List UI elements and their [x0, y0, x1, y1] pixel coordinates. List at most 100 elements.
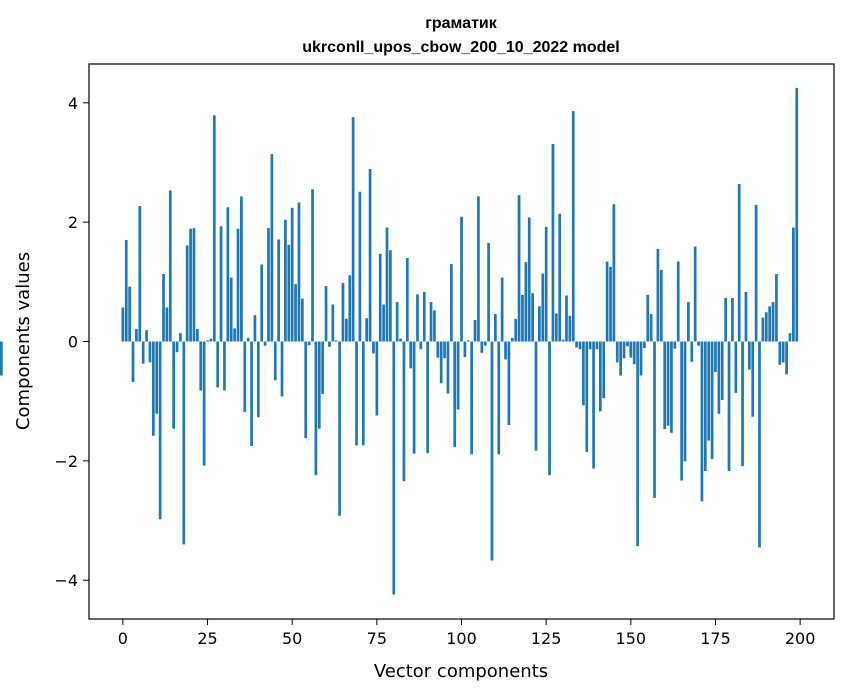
bar — [497, 341, 501, 455]
y-axis-label: Components values — [13, 252, 34, 430]
bar — [636, 341, 639, 547]
bar — [582, 341, 585, 406]
bar — [121, 307, 125, 342]
y-tick-label: −2 — [54, 452, 78, 471]
bar — [717, 341, 721, 414]
bar — [399, 338, 402, 342]
bar — [741, 341, 744, 467]
bar — [527, 217, 531, 342]
bar — [263, 341, 267, 346]
bar — [192, 228, 196, 342]
bar — [524, 262, 528, 342]
bar — [605, 261, 609, 342]
bar — [311, 189, 314, 342]
bar — [270, 154, 274, 342]
bar — [433, 310, 436, 342]
bar — [792, 227, 795, 342]
x-tick-label: 200 — [785, 629, 816, 648]
bar — [548, 341, 551, 476]
bar — [477, 196, 480, 342]
bar — [632, 341, 636, 365]
bar — [162, 274, 165, 342]
bar — [687, 302, 690, 342]
bar — [595, 341, 599, 350]
bar — [663, 341, 667, 430]
bar — [517, 195, 521, 342]
bar — [561, 339, 565, 342]
bar — [246, 337, 250, 342]
bar — [409, 341, 413, 369]
bar — [314, 341, 318, 476]
bar — [619, 341, 623, 376]
x-axis-label: Vector components — [374, 661, 548, 682]
y-tick-label: 0 — [68, 333, 78, 352]
y-axis-ticks: 4 2 0 −2 −4 — [54, 94, 89, 590]
bar — [551, 143, 555, 342]
bar — [622, 341, 626, 359]
bar — [145, 330, 148, 342]
bar — [693, 246, 697, 342]
bar — [355, 341, 358, 446]
bar — [639, 341, 643, 376]
bar — [358, 191, 362, 342]
bar — [135, 328, 138, 342]
bar — [297, 202, 301, 342]
bar — [243, 341, 247, 412]
bar — [575, 341, 578, 348]
bar — [334, 340, 338, 342]
bar — [321, 341, 325, 395]
x-tick-label: 25 — [197, 629, 217, 648]
bar — [670, 341, 673, 433]
bar — [724, 297, 727, 342]
bar — [416, 294, 419, 342]
bar — [324, 286, 328, 342]
bar — [128, 286, 131, 342]
bar — [592, 341, 595, 469]
bar — [727, 341, 731, 471]
bar — [646, 294, 650, 342]
bar — [737, 183, 741, 342]
y-tick-label: 2 — [68, 213, 78, 232]
bar — [395, 302, 399, 342]
bar — [653, 341, 656, 498]
bar — [602, 341, 606, 399]
bar — [365, 318, 369, 342]
bar — [267, 228, 270, 342]
bar — [487, 243, 490, 342]
bar — [565, 295, 568, 342]
bar — [385, 227, 389, 342]
bar — [368, 169, 372, 342]
bar — [720, 341, 724, 400]
bar — [795, 87, 799, 342]
bar — [788, 333, 792, 342]
bar — [307, 341, 311, 346]
bar — [219, 226, 223, 342]
bar — [331, 304, 335, 342]
bar — [236, 228, 240, 342]
bar — [521, 294, 524, 342]
bar — [775, 274, 778, 342]
bar — [470, 341, 474, 455]
bar — [480, 341, 484, 353]
bar — [666, 341, 670, 426]
bar — [345, 318, 348, 342]
bar — [179, 333, 182, 342]
bar — [534, 341, 538, 451]
bar — [643, 341, 646, 349]
bar — [656, 249, 660, 342]
bar — [158, 341, 162, 520]
bar — [612, 204, 616, 342]
bar — [172, 341, 176, 429]
bar — [233, 328, 236, 342]
bar — [392, 341, 396, 595]
bar — [290, 207, 294, 342]
bar — [747, 341, 751, 370]
bar — [155, 341, 159, 414]
bar — [287, 244, 291, 342]
bar — [510, 337, 514, 342]
bar — [558, 213, 562, 342]
bar — [226, 207, 230, 342]
x-tick-label: 175 — [700, 629, 731, 648]
bar — [189, 228, 192, 342]
bar — [273, 341, 277, 381]
